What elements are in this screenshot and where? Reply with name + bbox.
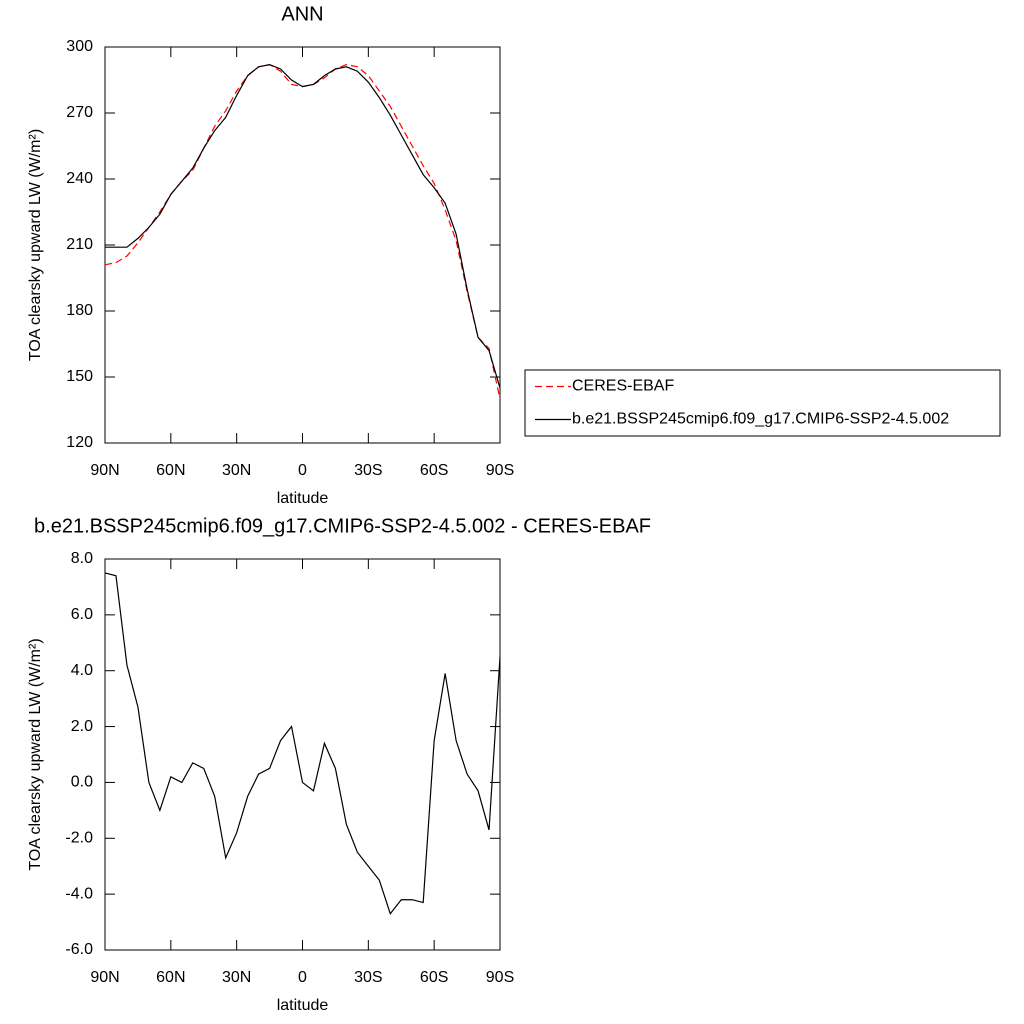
x-tick-label: 60N [156, 969, 185, 986]
y-axis-label: TOA clearsky upward LW (W/m²) [27, 129, 44, 361]
legend-box [524, 369, 1001, 437]
y-tick-label: 120 [66, 434, 93, 451]
plot-frame [104, 558, 501, 951]
x-tick-label: 60S [420, 462, 448, 479]
x-axis-label: latitude [277, 997, 329, 1014]
x-tick-label: 30S [354, 969, 382, 986]
legend-label: b.e21.BSSP245cmip6.f09_g17.CMIP6-SSP2-4.… [572, 411, 949, 428]
chart-title: b.e21.BSSP245cmip6.f09_g17.CMIP6-SSP2-4.… [34, 515, 651, 537]
x-tick-label: 30N [222, 969, 251, 986]
x-tick-label: 90S [486, 462, 514, 479]
x-tick-label: 60N [156, 462, 185, 479]
y-tick-label: 2.0 [71, 718, 93, 735]
plot-frame [104, 46, 501, 444]
x-tick-label: 30S [354, 462, 382, 479]
y-tick-label: 4.0 [71, 662, 93, 679]
legend-label: CERES-EBAF [572, 378, 674, 395]
y-tick-label: -6.0 [65, 941, 93, 958]
y-tick-label: 240 [66, 170, 93, 187]
y-tick-label: 270 [66, 104, 93, 121]
x-axis-label: latitude [277, 490, 329, 507]
y-tick-label: 210 [66, 236, 93, 253]
y-tick-label: 6.0 [71, 606, 93, 623]
x-tick-label: 0 [298, 969, 307, 986]
y-tick-label: 180 [66, 302, 93, 319]
y-axis-label: TOA clearsky upward LW (W/m²) [27, 638, 44, 870]
chart-title: ANN [281, 3, 323, 25]
data-line [105, 63, 501, 389]
data-line [104, 63, 501, 400]
x-tick-label: 90S [486, 969, 514, 986]
y-tick-label: 8.0 [71, 550, 93, 567]
y-tick-label: 150 [66, 368, 93, 385]
x-tick-label: 30N [222, 462, 251, 479]
x-tick-label: 60S [420, 969, 448, 986]
x-tick-label: 90N [90, 969, 119, 986]
data-line [104, 572, 501, 915]
y-tick-label: -2.0 [65, 830, 93, 847]
y-tick-label: -4.0 [65, 885, 93, 902]
x-tick-label: 90N [90, 462, 119, 479]
x-tick-label: 0 [298, 462, 307, 479]
y-tick-label: 300 [66, 38, 93, 55]
y-tick-label: 0.0 [71, 774, 93, 791]
